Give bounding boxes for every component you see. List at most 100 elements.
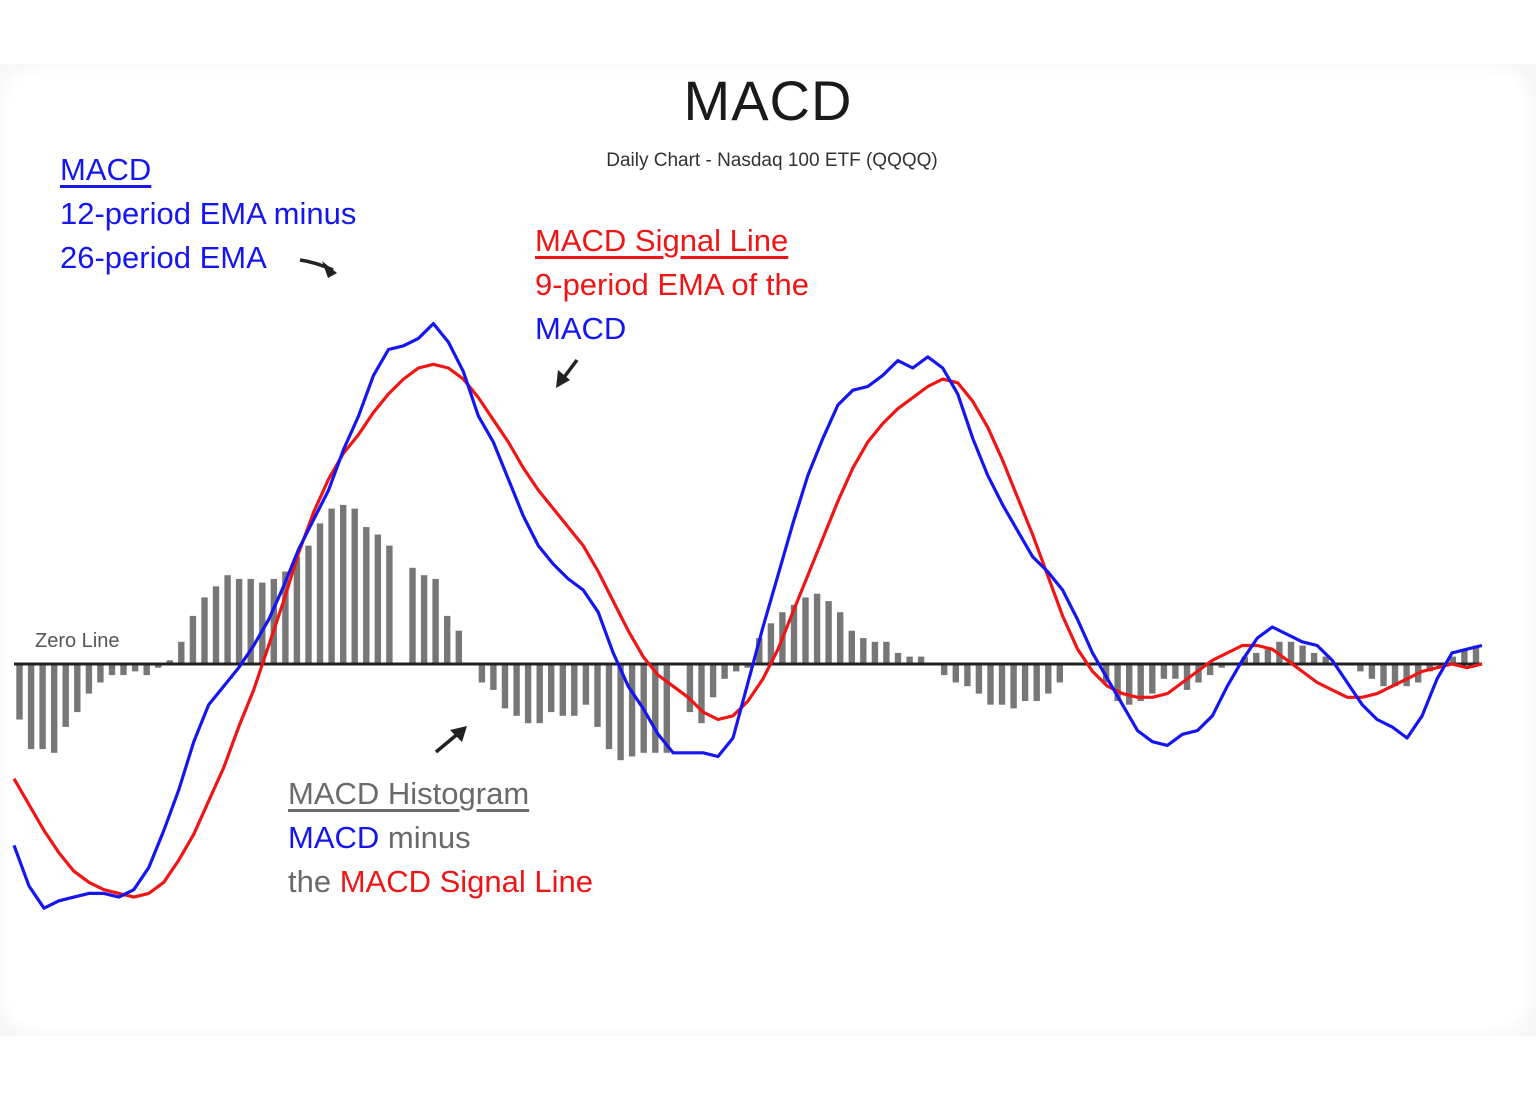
histogram-annotation: MACD Histogram MACD minus the MACD Signa… xyxy=(288,772,593,904)
histogram-bar xyxy=(952,664,959,683)
histogram-bar xyxy=(1183,664,1191,690)
histogram-bar xyxy=(1264,649,1272,664)
histogram-bar xyxy=(1380,664,1387,687)
histogram-annotation-macd: MACD xyxy=(288,820,380,855)
macd-annotation-heading: MACD xyxy=(60,152,152,187)
histogram-bar xyxy=(1033,664,1040,701)
histogram-bar xyxy=(1253,652,1260,664)
histogram-bar xyxy=(178,641,185,664)
histogram-bar xyxy=(1172,664,1179,679)
histogram-bar xyxy=(97,664,104,683)
histogram-bar xyxy=(39,664,46,750)
histogram-bar xyxy=(1472,645,1480,664)
histogram-bar xyxy=(363,527,370,664)
histogram-annotation-signal: MACD Signal Line xyxy=(339,864,594,899)
histogram-bar xyxy=(1299,645,1306,664)
histogram-bar xyxy=(51,664,58,753)
histogram-bar xyxy=(1322,656,1329,664)
histogram-bar xyxy=(1218,664,1225,668)
histogram-bar xyxy=(582,664,590,705)
histogram-bar xyxy=(871,641,879,664)
histogram-annotation-minus: minus xyxy=(379,820,471,855)
histogram-bar xyxy=(85,664,93,694)
histogram-bar xyxy=(1449,656,1456,664)
histogram-bar xyxy=(559,664,566,716)
histogram-bar xyxy=(16,664,23,720)
histogram-bar xyxy=(201,597,208,664)
chart-background xyxy=(0,64,1536,1036)
histogram-bar xyxy=(62,664,69,727)
histogram-bar xyxy=(733,664,740,672)
histogram-bar xyxy=(478,664,486,683)
histogram-bar xyxy=(490,664,497,690)
histogram-bar xyxy=(108,664,116,676)
histogram-bar xyxy=(1403,664,1410,687)
histogram-bar xyxy=(1195,664,1202,683)
histogram-bar xyxy=(1010,664,1017,709)
histogram-bar xyxy=(305,545,312,664)
histogram-bar xyxy=(721,664,728,679)
histogram-bar xyxy=(1056,664,1063,683)
histogram-bar xyxy=(316,523,324,664)
histogram-bar xyxy=(536,664,543,724)
macd-annotation-line1: 12-period EMA minus xyxy=(60,196,357,231)
histogram-bar xyxy=(594,664,601,727)
histogram-bar xyxy=(155,664,162,668)
chart-title: MACD xyxy=(683,69,853,132)
signal-annotation-line2: MACD xyxy=(535,311,627,346)
histogram-bar xyxy=(1241,656,1248,664)
histogram-bar xyxy=(189,615,197,664)
histogram-bar xyxy=(282,571,289,664)
histogram-bar xyxy=(941,664,948,676)
histogram-bar xyxy=(1461,649,1468,664)
histogram-bar xyxy=(259,582,266,664)
arrow-to-signal-icon xyxy=(556,358,579,388)
histogram-bar xyxy=(860,638,867,664)
signal-annotation: MACD Signal Line 9-period EMA of the MAC… xyxy=(535,219,809,351)
histogram-bar xyxy=(293,556,301,664)
histogram-bar xyxy=(120,664,127,676)
histogram-annotation-the: the xyxy=(288,864,340,899)
histogram-bar xyxy=(790,604,798,664)
histogram-bar xyxy=(420,575,428,664)
chart-panel xyxy=(10,76,1522,1024)
histogram-bar xyxy=(617,664,624,761)
histogram-bar xyxy=(1391,664,1399,687)
histogram-bar xyxy=(709,664,717,698)
histogram-bar xyxy=(883,641,890,664)
histogram-bar xyxy=(1368,664,1376,679)
histogram-bar xyxy=(501,664,509,709)
chart-subtitle: Daily Chart - Nasdaq 100 ETF (QQQQ) xyxy=(606,150,938,171)
histogram-bar xyxy=(998,664,1006,705)
histogram-bar xyxy=(386,545,393,664)
histogram-bar xyxy=(964,664,971,687)
histogram-bar xyxy=(1149,664,1156,694)
histogram-bar xyxy=(455,630,462,664)
histogram-bar xyxy=(1206,664,1214,676)
histogram-bar xyxy=(605,664,613,750)
histogram-bar xyxy=(1126,664,1133,705)
histogram-annotation-line2: the MACD Signal Line xyxy=(288,860,593,904)
histogram-bar xyxy=(143,664,150,676)
histogram-bar xyxy=(571,664,578,716)
histogram-bar xyxy=(340,504,347,664)
histogram-bar xyxy=(894,652,902,664)
histogram-bar xyxy=(767,623,775,664)
histogram-annotation-heading: MACD Histogram xyxy=(288,776,530,811)
signal-line xyxy=(12,362,1483,899)
histogram-bar xyxy=(27,664,35,750)
macd-histogram xyxy=(16,504,1480,761)
histogram-bar xyxy=(848,630,855,664)
histogram-bar xyxy=(235,578,243,664)
histogram-bar xyxy=(686,664,694,713)
histogram-bar xyxy=(917,656,925,664)
histogram-bar xyxy=(131,664,139,672)
arrow-to-histogram-icon xyxy=(434,726,467,754)
histogram-bar xyxy=(374,534,381,664)
histogram-bar xyxy=(1114,664,1121,701)
histogram-bar xyxy=(224,575,231,664)
zero-line-label: Zero Line xyxy=(35,630,120,652)
histogram-bar xyxy=(432,578,439,664)
histogram-bar xyxy=(628,664,636,757)
